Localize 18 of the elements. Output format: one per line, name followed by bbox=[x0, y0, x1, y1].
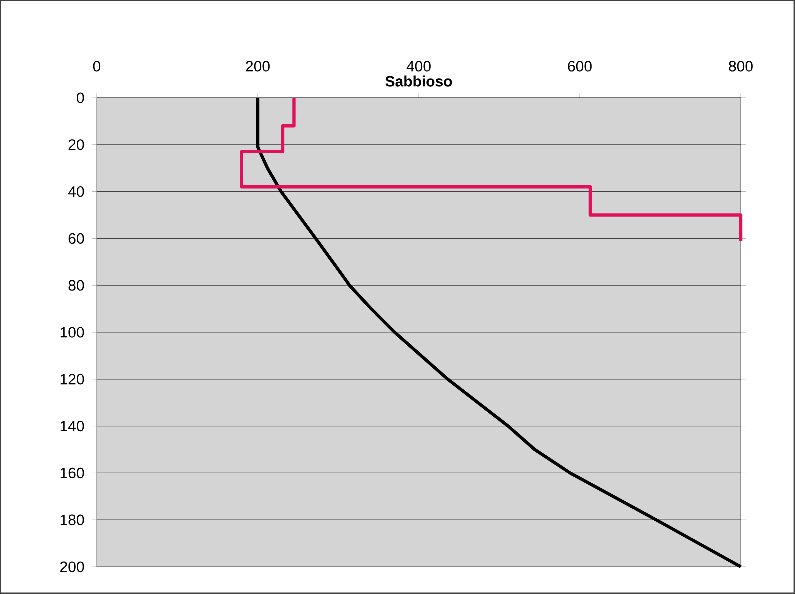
chart-title: Sabbioso bbox=[386, 76, 452, 87]
line-series bbox=[240, 96, 743, 243]
y-tick-label: 160 bbox=[60, 468, 84, 479]
y-tick-label: 100 bbox=[60, 327, 84, 338]
y-tick-label: 200 bbox=[60, 562, 84, 572]
y-tick-label: 80 bbox=[68, 280, 84, 291]
x-tick-label: 400 bbox=[406, 61, 431, 72]
x-tick-label: 0 bbox=[93, 61, 101, 72]
y-tick-label: 0 bbox=[77, 92, 84, 104]
y-tick-label: 120 bbox=[60, 374, 84, 385]
y-tick-label: 20 bbox=[68, 140, 84, 150]
y-tick-label: 180 bbox=[60, 514, 84, 526]
x-tick-label: 800 bbox=[729, 61, 753, 72]
y-tick-label: 60 bbox=[68, 233, 84, 244]
y-tick-label: 40 bbox=[68, 186, 84, 198]
x-tick-label: 600 bbox=[568, 61, 592, 72]
x-tick-label: 200 bbox=[246, 61, 270, 72]
y-tick-label: 140 bbox=[60, 421, 84, 432]
